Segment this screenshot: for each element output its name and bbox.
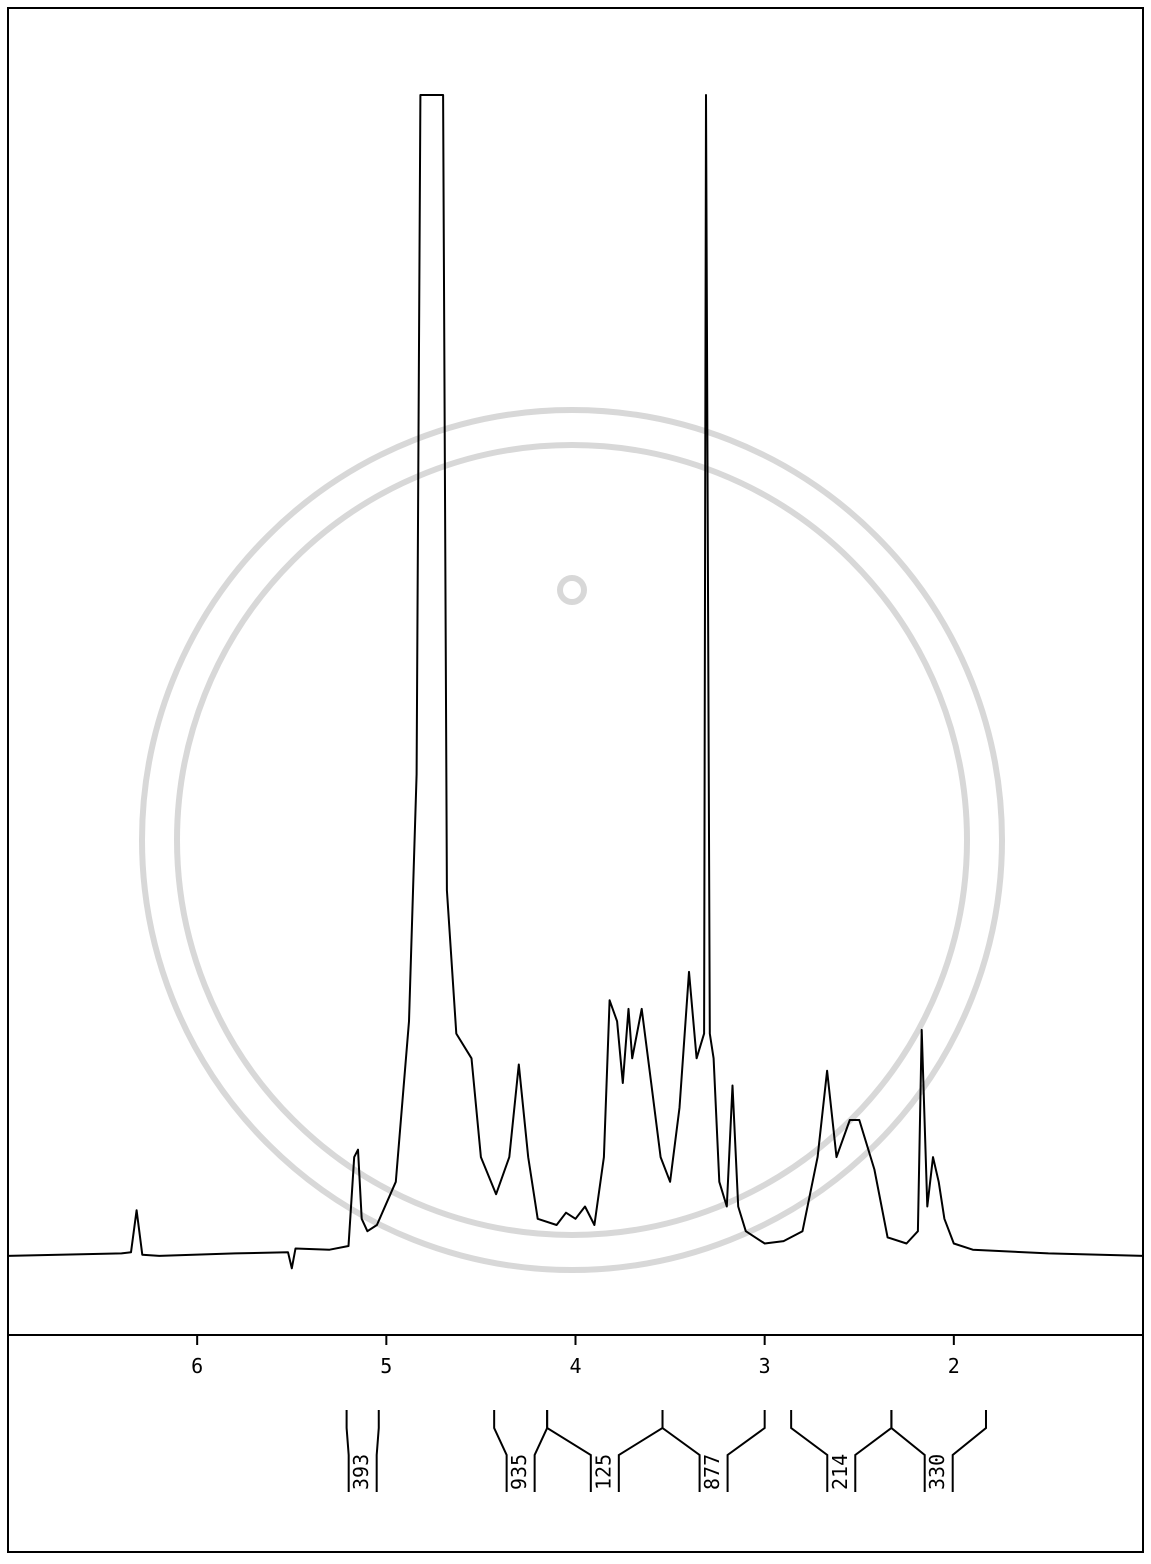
integral-label: 877	[700, 1454, 724, 1490]
integral-label: 125	[591, 1454, 615, 1490]
watermark-ring	[174, 442, 970, 1238]
spectrum-line	[7, 94, 1144, 1270]
x-tick-label: 2	[948, 1354, 960, 1378]
x-tick-label: 4	[569, 1354, 581, 1378]
integral-label: 330	[925, 1454, 949, 1490]
watermark-ring	[139, 407, 1005, 1273]
x-tick-label: 6	[191, 1354, 203, 1378]
x-tick-label: 3	[759, 1354, 771, 1378]
frame	[7, 7, 1144, 1553]
watermark-sun	[557, 575, 587, 605]
integral-label: 393	[349, 1454, 373, 1490]
integral-bracket	[890, 1410, 987, 1492]
integral-label: 214	[828, 1454, 852, 1490]
integral-bracket	[345, 1410, 380, 1492]
x-tick-label: 5	[380, 1354, 392, 1378]
watermark	[139, 407, 1005, 1273]
integral-label: 935	[507, 1454, 531, 1490]
integral-bracket	[661, 1410, 766, 1492]
